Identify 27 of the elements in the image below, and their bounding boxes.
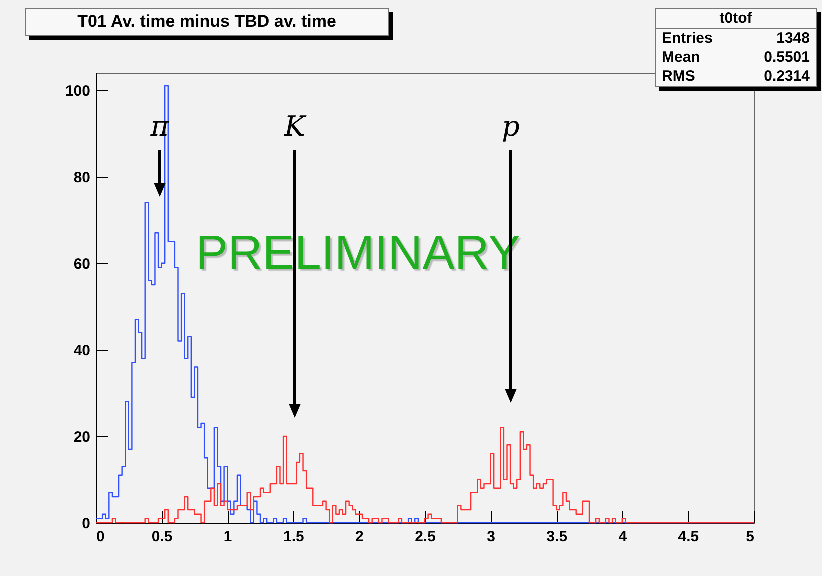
chart-title: T01 Av. time minus TBD av. time (25, 8, 389, 36)
y-tick-label: 0 (82, 516, 90, 532)
x-tick-label: 1.5 (283, 528, 304, 546)
x-tick-label: 4.5 (678, 528, 700, 546)
x-tick-label: 3.5 (546, 528, 568, 546)
text: Mean (662, 49, 700, 66)
text: Entries (662, 30, 713, 47)
x-tick-label: 0 (96, 528, 105, 546)
x-tick-label: 5 (746, 528, 754, 546)
text: 1348 (776, 30, 810, 47)
y-tick-label: 20 (74, 428, 90, 446)
annotation: RMS (662, 68, 696, 85)
x-tick-label: 1 (224, 528, 232, 546)
annotation: p (502, 110, 520, 143)
text: 0.5501 (764, 49, 810, 66)
x-tick-label: 3 (487, 528, 496, 546)
text: 0.2314 (764, 68, 810, 85)
x-tick-label: 0.5 (152, 528, 173, 546)
y-tick-label: 100 (65, 82, 90, 100)
y-tick-label: 60 (74, 256, 90, 273)
y-tick-label: 40 (74, 342, 90, 360)
x-tick-label: 2 (356, 528, 364, 546)
y-tick-label: 80 (74, 169, 90, 186)
text: t0tof (656, 9, 816, 29)
x-tick-label: 4 (618, 528, 628, 546)
x-tick-label: 2.5 (415, 528, 436, 546)
annotation: K (284, 110, 306, 143)
